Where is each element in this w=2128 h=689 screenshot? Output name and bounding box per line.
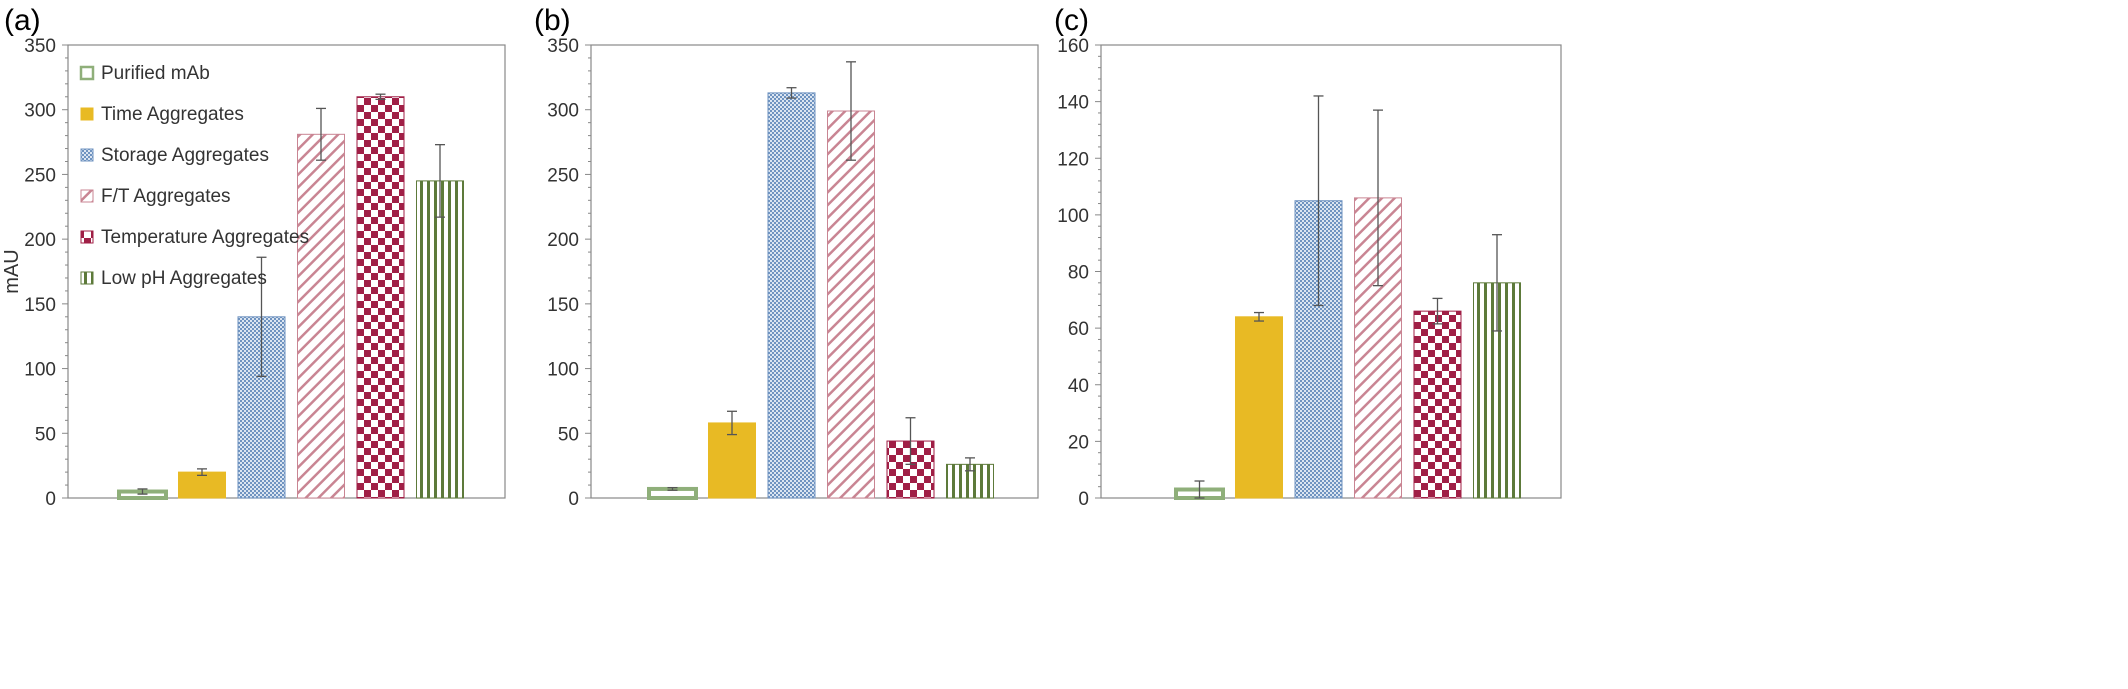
y-tick-label: 0 bbox=[568, 489, 579, 510]
panel-a: (a) 0 50 100 150 200 250 300 350 mAU Purified mAb T… bbox=[1, 4, 506, 510]
legend-label-purified: Purified mAb bbox=[101, 63, 210, 84]
legend-swatch-lowph bbox=[80, 271, 94, 285]
y-tick-label: 0 bbox=[1078, 489, 1089, 510]
legend-label-lowph: Low pH Aggregates bbox=[101, 268, 267, 289]
y-tick-label: 300 bbox=[547, 101, 579, 122]
panel-c: (c) 0 20 40 60 80 100 120 140 160 bbox=[1054, 4, 1562, 510]
y-tick-label: 150 bbox=[547, 295, 579, 316]
y-tick-label: 250 bbox=[547, 165, 579, 186]
y-tick-label: 20 bbox=[1068, 432, 1089, 453]
y-tick-label: 200 bbox=[24, 230, 56, 251]
y-tick-label: 200 bbox=[547, 230, 579, 251]
y-tick-label: 100 bbox=[1057, 206, 1089, 227]
legend-label-time: Time Aggregates bbox=[101, 104, 244, 125]
y-axis-title: mAU bbox=[1, 249, 23, 293]
bar-lowph bbox=[416, 180, 464, 499]
legend-swatch-time bbox=[80, 107, 94, 121]
y-tick-label: 250 bbox=[24, 165, 56, 186]
legend-label-temperature: Temperature Aggregates bbox=[101, 227, 309, 248]
bar-time bbox=[708, 422, 756, 499]
y-tick-label: 100 bbox=[24, 360, 56, 381]
bar-ft bbox=[297, 133, 345, 499]
y-tick-label: 60 bbox=[1068, 319, 1089, 340]
legend-swatch-temperature bbox=[80, 230, 94, 244]
bar-temperature bbox=[1413, 310, 1462, 499]
y-tick-label: 160 bbox=[1057, 36, 1089, 57]
legend-swatch-storage bbox=[80, 148, 94, 162]
y-tick-label: 50 bbox=[558, 424, 579, 445]
bar-temperature bbox=[356, 96, 405, 499]
y-tick-label: 300 bbox=[24, 101, 56, 122]
plot-area-frame bbox=[67, 44, 506, 499]
bar-storage bbox=[767, 92, 816, 499]
legend-swatch-ft bbox=[80, 189, 94, 203]
y-tick-label: 40 bbox=[1068, 376, 1089, 397]
panel-b: (b) 0 50 100 150 200 250 300 350 bbox=[534, 4, 1039, 510]
legend-label-ft: F/T Aggregates bbox=[101, 186, 231, 207]
bar-ft bbox=[827, 110, 875, 499]
y-tick-label: 350 bbox=[547, 36, 579, 57]
legend: Purified mAb Time Aggregates Storage Aggre… bbox=[79, 63, 309, 289]
y-tick-label: 50 bbox=[35, 424, 56, 445]
panel-label: (a) bbox=[4, 4, 41, 37]
y-tick-label: 350 bbox=[24, 36, 56, 57]
legend-swatch-purified bbox=[79, 65, 95, 81]
y-tick-label: 150 bbox=[24, 295, 56, 316]
panel-label: (c) bbox=[1054, 4, 1089, 37]
y-tick-label: 100 bbox=[547, 360, 579, 381]
y-tick-label: 140 bbox=[1057, 93, 1089, 114]
bar-time bbox=[1235, 316, 1283, 499]
y-tick-label: 120 bbox=[1057, 149, 1089, 170]
panel-label: (b) bbox=[534, 4, 571, 37]
legend-label-storage: Storage Aggregates bbox=[101, 145, 269, 166]
y-tick-label: 0 bbox=[45, 489, 56, 510]
y-tick-label: 80 bbox=[1068, 263, 1089, 284]
